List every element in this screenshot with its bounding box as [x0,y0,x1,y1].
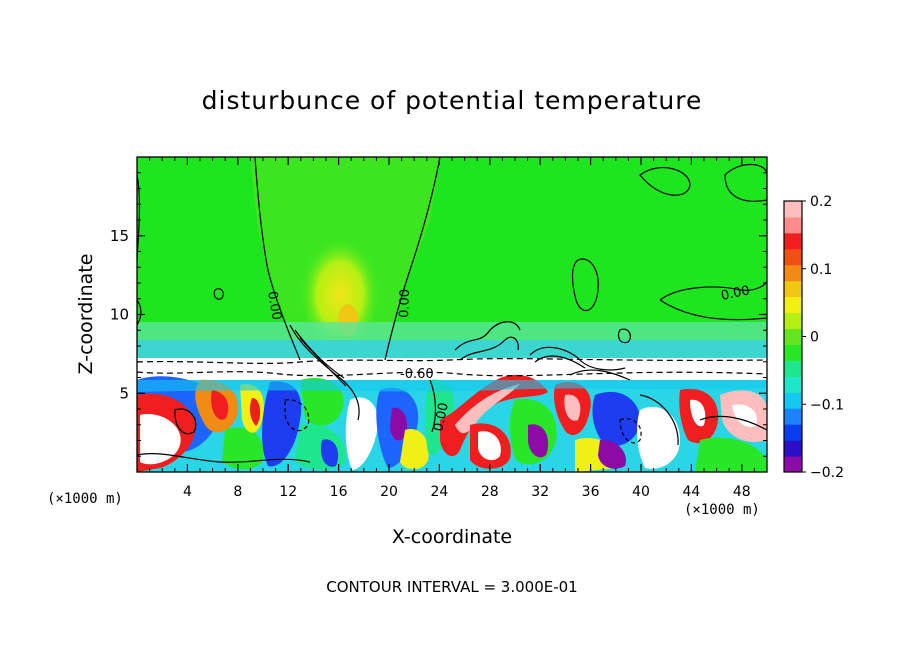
x-tick-label: 24 [430,484,448,500]
contour-label: 0.00 [431,401,452,432]
y-tick-label: 5 [119,384,129,402]
x-tick-label: 8 [233,484,242,500]
contour-lines [137,157,767,463]
colorbar-swatch [784,392,802,409]
x-tick-label: 4 [183,484,192,500]
colorbar-swatch [784,376,802,393]
colorbar-swatch [784,296,802,314]
colorbar-swatch [784,440,802,457]
colorbar-tick-label: 0.1 [810,262,832,278]
colorbar-tick-label: −0.2 [810,465,844,481]
colorbar-swatch [784,328,802,345]
contour-label: -0.60 [400,367,434,382]
x-tick-label: 48 [733,484,751,500]
colorbar: 0.2 0.1 0 −0.1 −0.2 [783,194,844,481]
y-axis: 5 10 15 [110,172,767,457]
x-tick-label: 28 [481,484,499,500]
colorbar-swatch [784,360,802,377]
colorbar-swatch [784,456,802,473]
turbulent-eddies [137,374,767,472]
colorbar-tick-label: −0.1 [810,397,844,413]
y-axis-label: Z-coordinate [75,253,97,375]
y-axis-unit: (×1000 m) [47,491,123,507]
x-tick-label: 20 [380,484,398,500]
x-tick-label: 36 [582,484,600,500]
contour-interval-note: CONTOUR INTERVAL = 3.000E-01 [326,578,578,596]
colorbar-swatch [784,201,802,218]
colorbar-swatch [784,280,802,298]
y-tick-label: 10 [110,306,129,324]
contour-label: 0.00 [264,290,284,321]
contour-label: 0.00 [397,289,413,318]
colorbar-swatch [784,264,802,282]
chart-title: disturbunce of potential temperature [201,86,703,115]
colorbar-swatch [784,248,802,266]
x-axis: 4 8 12 16 20 24 28 32 36 40 44 48 [149,157,755,500]
cool-band [137,340,767,360]
x-tick-label: 44 [682,484,700,500]
contour-label: 0.00 [720,283,751,304]
x-tick-label: 16 [330,484,348,500]
y-tick-label: 15 [110,227,129,245]
colorbar-tick-label: 0 [810,330,819,346]
colorbar-tick-label: 0.2 [810,194,832,210]
heatmap-field [137,157,767,472]
colorbar-swatch [784,424,802,441]
colorbar-swatch [784,216,802,234]
colorbar-swatch [784,408,802,425]
x-axis-label: X-coordinate [391,526,513,548]
x-tick-label: 12 [279,484,297,500]
inversion-layer [137,358,767,380]
contour-labels: 0.00 0.00 0.00 -0.60 0.00 [264,283,751,433]
x-axis-unit: (×1000 m) [684,502,760,518]
colorbar-swatch [784,344,802,361]
x-tick-label: 40 [632,484,650,500]
colorbar-swatch [784,232,802,250]
colorbar-swatch [784,312,802,330]
x-tick-label: 32 [531,484,549,500]
